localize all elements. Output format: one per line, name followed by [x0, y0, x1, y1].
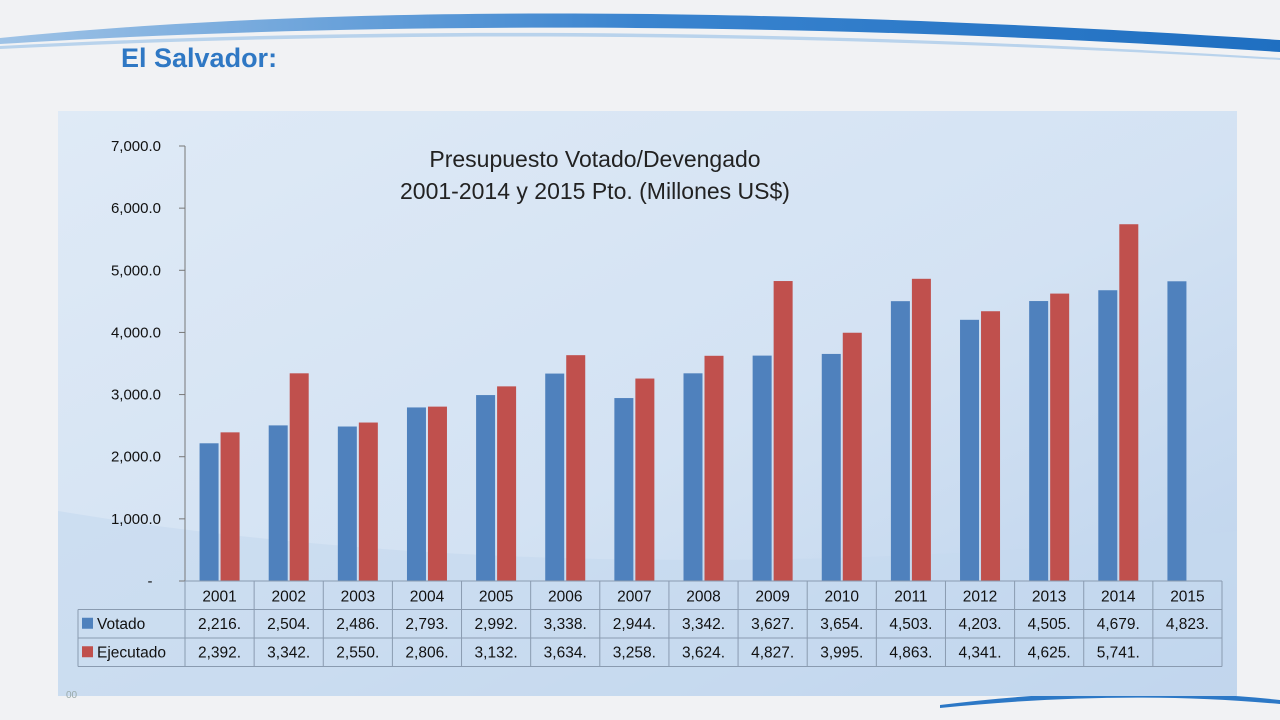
bar-votado-2001 [199, 443, 219, 581]
bar-ejecutado-2002 [289, 373, 309, 581]
table-value-votado: 2,992. [475, 616, 518, 633]
table-value-ejecutado: 3,258. [613, 644, 656, 661]
top-swoosh-thin [0, 32, 1280, 60]
bar-votado-2011 [890, 301, 910, 581]
bar-votado-2015 [1167, 281, 1187, 581]
bar-ejecutado-2001 [220, 432, 240, 581]
y-tick-label: 1,000.0 [111, 511, 161, 528]
bar-votado-2008 [683, 373, 703, 581]
y-tick-label: 5,000.0 [111, 262, 161, 279]
y-axis: - 1,000.0 2,000.0 3,000.0 4,000.0 5,000.0 6,00… [111, 138, 186, 590]
table-value-votado: 2,793. [405, 616, 448, 633]
x-category-label: 2001 [202, 588, 236, 605]
legend-swatch-ejecutado [82, 646, 93, 658]
bar-votado-2002 [268, 425, 288, 581]
bar-ejecutado-2008 [704, 355, 724, 581]
table-value-votado: 4,505. [1028, 616, 1071, 633]
table-value-ejecutado: 4,625. [1028, 644, 1071, 661]
bar-ejecutado-2007 [635, 378, 655, 581]
legend-label-ejecutado: Ejecutado [97, 644, 166, 661]
y-tick-label: 2,000.0 [111, 449, 161, 466]
x-category-label: 2002 [271, 588, 305, 605]
bar-votado-2010 [821, 353, 841, 581]
bottom-swoosh-shape [940, 692, 1280, 708]
bar-ejecutado-2006 [566, 355, 586, 581]
bar-ejecutado-2014 [1119, 224, 1139, 581]
table-value-votado: 4,203. [958, 616, 1001, 633]
table-value-votado: 2,504. [267, 616, 310, 633]
x-category-label: 2010 [825, 588, 860, 605]
bar-ejecutado-2003 [358, 422, 378, 581]
y-tick-label: 3,000.0 [111, 387, 161, 404]
bar-ejecutado-2010 [842, 332, 862, 581]
x-category-label: 2013 [1032, 588, 1066, 605]
bar-votado-2003 [337, 426, 357, 581]
bars [199, 224, 1187, 581]
legend-swatch-votado [82, 617, 93, 629]
table-value-ejecutado: 3,634. [544, 644, 587, 661]
bar-votado-2013 [1029, 301, 1049, 581]
table-value-votado: 4,823. [1166, 616, 1209, 633]
table-value-ejecutado: 4,341. [958, 644, 1001, 661]
y-tick-label: 7,000.0 [111, 138, 161, 155]
table-value-votado: 4,503. [889, 616, 932, 633]
bar-ejecutado-2005 [497, 386, 517, 581]
table-value-votado: 2,944. [613, 616, 656, 633]
table-value-ejecutado: 3,342. [267, 644, 310, 661]
table-value-votado: 3,627. [751, 616, 794, 633]
table-value-votado: 4,679. [1097, 616, 1140, 633]
top-swoosh-shape [0, 13, 1280, 52]
bar-votado-2006 [545, 373, 565, 581]
bar-votado-2014 [1098, 290, 1118, 581]
x-category-label: 2015 [1170, 588, 1204, 605]
slide-title: El Salvador: [121, 43, 278, 73]
bar-ejecutado-2013 [1050, 293, 1070, 581]
table-value-votado: 2,486. [336, 616, 379, 633]
y-tick-label: 6,000.0 [111, 200, 161, 217]
y-tick-label: - [148, 573, 153, 590]
x-category-label: 2009 [755, 588, 789, 605]
bar-ejecutado-2004 [427, 406, 447, 581]
table-value-ejecutado: 3,132. [475, 644, 518, 661]
y-tick-label: 4,000.0 [111, 324, 161, 341]
table-value-votado: 3,338. [544, 616, 587, 633]
page-number: 00 [66, 690, 78, 701]
x-category-label: 2004 [410, 588, 445, 605]
bar-ejecutado-2009 [773, 281, 793, 581]
table-value-votado: 3,654. [820, 616, 863, 633]
table-value-votado: 2,216. [198, 616, 241, 633]
x-category-label: 2008 [686, 588, 720, 605]
bar-chart: Presupuesto Votado/Devengado 2001-2014 y… [58, 111, 1237, 696]
bar-votado-2009 [752, 355, 772, 581]
x-category-label: 2005 [479, 588, 513, 605]
data-table: 2001 2002 2003 2004 2005 2006 2007 2008 2009 2010… [77, 580, 1223, 667]
bar-votado-2007 [614, 398, 634, 581]
chart-subtitle: 2001-2014 y 2015 Pto. (Millones US$) [400, 178, 790, 204]
x-category-label: 2011 [894, 588, 927, 605]
table-value-ejecutado: 3,624. [682, 644, 725, 661]
table-value-ejecutado: 5,741. [1097, 644, 1140, 661]
table-value-ejecutado: 4,863. [889, 644, 932, 661]
table-value-ejecutado: 2,392. [198, 644, 241, 661]
bar-ejecutado-2011 [911, 278, 931, 581]
chart-panel: Presupuesto Votado/Devengado 2001-2014 y… [58, 111, 1237, 696]
table-value-ejecutado: 3,995. [820, 644, 863, 661]
x-category-label: 2014 [1101, 588, 1136, 605]
bar-votado-2004 [406, 407, 426, 581]
chart-title: Presupuesto Votado/Devengado [429, 146, 760, 172]
table-value-ejecutado: 4,827. [751, 644, 794, 661]
legend-label-votado: Votado [97, 616, 145, 633]
x-category-label: 2012 [963, 588, 997, 605]
bar-votado-2012 [960, 319, 980, 581]
table-value-ejecutado: 2,806. [405, 644, 448, 661]
x-category-label: 2003 [341, 588, 375, 605]
bar-votado-2005 [476, 395, 496, 581]
bar-ejecutado-2012 [981, 311, 1001, 581]
x-category-label: 2007 [617, 588, 651, 605]
table-value-ejecutado: 2,550. [336, 644, 379, 661]
x-category-label: 2006 [548, 588, 582, 605]
table-value-votado: 3,342. [682, 616, 725, 633]
